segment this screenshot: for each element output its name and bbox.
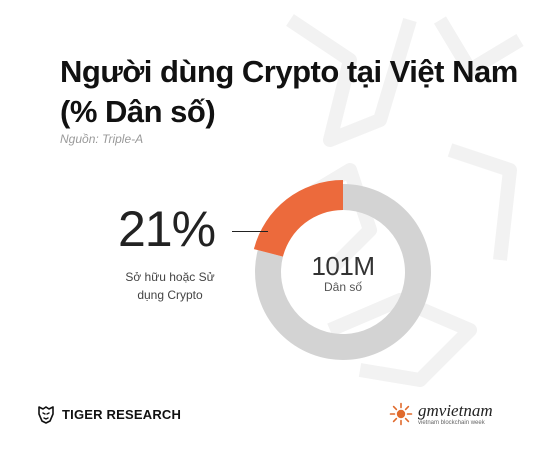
title-line-1: Người dùng Crypto tại Việt Nam	[60, 54, 518, 89]
donut-center-value: 101M	[311, 251, 375, 281]
chart-title: Người dùng Crypto tại Việt Nam (% Dân số…	[60, 52, 518, 132]
gmvietnam-brand: gmvietnam	[418, 401, 493, 420]
tiger-research-brand: TIGER RESEARCH	[62, 406, 182, 422]
gmvietnam-logo: gmvietnam vietnam blockchain week	[389, 402, 493, 426]
highlight-label-line-2: dụng Crypto	[137, 288, 203, 302]
sunburst-icon	[389, 402, 413, 426]
source-note: Nguồn: Triple-A	[60, 132, 144, 146]
title-line-2: (% Dân số)	[60, 94, 216, 129]
tiger-head-icon	[38, 406, 54, 424]
callout-line	[232, 231, 268, 232]
highlight-label-line-1: Sở hữu hoặc Sử	[125, 270, 215, 284]
tiger-research-logo: TIGER RESEARCH	[36, 404, 181, 424]
highlight-label: Sở hữu hoặc Sử dụng Crypto	[110, 268, 230, 304]
donut-center-label: Dân số	[323, 280, 363, 294]
donut-slice-highlight	[253, 180, 343, 257]
gmvietnam-tagline: vietnam blockchain week	[418, 420, 485, 426]
donut-slice-remainder	[255, 184, 432, 360]
highlight-percentage: 21%	[118, 201, 216, 257]
